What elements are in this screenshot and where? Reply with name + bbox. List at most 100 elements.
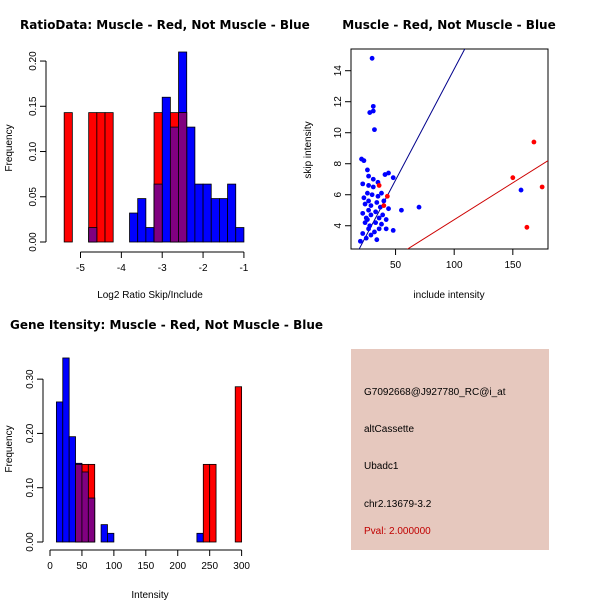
scatter-axes: 50 100 150 4 6 8 10 12 14 — [333, 65, 522, 271]
point-not-muscle — [375, 193, 381, 199]
fit-line — [358, 49, 466, 249]
bar-overlap — [153, 183, 163, 243]
point-not-muscle — [360, 181, 366, 187]
x-tick-label: 150 — [137, 561, 154, 572]
bar-not-muscle — [202, 183, 212, 243]
x-tick-label: 200 — [169, 561, 186, 572]
scatter-ylabel: skip intensity — [303, 121, 314, 178]
x-tick-label: -1 — [239, 263, 248, 274]
point-not-muscle — [386, 206, 391, 212]
point-not-muscle — [390, 175, 396, 181]
point-not-muscle — [370, 108, 376, 114]
point-not-muscle — [370, 103, 376, 109]
point-not-muscle — [368, 203, 374, 208]
intensity-histogram-xlabel: Intensity — [131, 590, 168, 600]
y-tick-label: 14 — [333, 65, 344, 77]
ratio-histogram-panel: RatioData: Muscle - Red, Not Muscle - Bl… — [4, 18, 310, 301]
y-tick-label: 0.05 — [28, 187, 39, 207]
point-not-muscle — [372, 229, 377, 235]
x-tick-label: 150 — [504, 260, 521, 271]
point-not-muscle — [373, 209, 379, 215]
ratio-histogram-title: RatioData: Muscle - Red, Not Muscle - Bl… — [20, 18, 310, 32]
bar-not-muscle — [68, 436, 76, 543]
point-not-muscle — [360, 210, 366, 216]
bar-muscle — [88, 112, 98, 243]
ratio-histogram-ylabel: Frequency — [4, 124, 15, 171]
point-not-muscle — [357, 238, 363, 244]
bar-not-muscle — [194, 183, 204, 243]
bar-overlap — [169, 126, 179, 243]
x-tick-label: 0 — [47, 561, 53, 572]
bar-not-muscle — [219, 198, 228, 243]
point-not-muscle — [374, 237, 380, 243]
bar-overlap — [178, 112, 188, 243]
point-not-muscle — [369, 192, 375, 198]
gene-symbol: Ubadc1 — [364, 461, 399, 472]
y-tick-label: 0.30 — [25, 369, 36, 389]
point-not-muscle — [399, 207, 404, 213]
bar-overlap — [88, 227, 98, 243]
point-not-muscle — [361, 195, 367, 201]
bar-overlap — [87, 497, 96, 543]
p-value: Pval: 2.000000 — [364, 526, 431, 537]
x-tick-label: 300 — [233, 561, 250, 572]
point-muscle — [510, 175, 516, 181]
ratio-histogram-bars — [63, 51, 245, 243]
bar-not-muscle — [186, 126, 196, 243]
point-not-muscle — [366, 198, 371, 204]
point-muscle — [384, 193, 390, 199]
intensity-histogram-bars — [55, 357, 243, 543]
x-tick-label: 250 — [201, 561, 218, 572]
point-muscle — [376, 183, 382, 188]
bar-muscle — [104, 112, 114, 243]
info-panel: G7092668@J927780_RC@i_at altCassette Uba… — [351, 349, 549, 550]
x-tick-label: 100 — [106, 561, 123, 572]
bar-not-muscle — [145, 227, 155, 243]
event-type: altCassette — [364, 424, 415, 435]
bar-not-muscle — [100, 524, 108, 543]
point-not-muscle — [390, 227, 396, 233]
point-not-muscle — [367, 223, 373, 229]
bar-overlap — [75, 463, 83, 543]
point-not-muscle — [379, 221, 384, 227]
bar-not-muscle — [62, 357, 70, 543]
intensity-histogram-axes: 0 50 100 150 200 250 300 0.00 0.10 0.20 0.30 — [25, 369, 250, 572]
point-not-muscle — [416, 204, 422, 210]
point-not-muscle — [360, 231, 366, 236]
bar-not-muscle — [161, 96, 171, 243]
point-muscle — [531, 139, 537, 145]
y-tick-label: 8 — [333, 161, 344, 167]
intensity-histogram-panel: Gene Itensity: Muscle - Red, Not Muscle … — [4, 318, 323, 600]
genomic-location: chr2.13679-3.2 — [364, 499, 432, 510]
scatter-panel: Muscle - Red, Not Muscle - Blue include … — [303, 18, 556, 301]
bar-muscle — [63, 112, 73, 243]
point-not-muscle — [369, 55, 375, 61]
bar-not-muscle — [137, 198, 147, 243]
y-tick-label: 10 — [333, 127, 344, 139]
y-tick-label: 12 — [333, 96, 344, 108]
point-muscle — [381, 203, 387, 208]
x-tick-label: 100 — [446, 260, 463, 271]
point-not-muscle — [372, 127, 377, 133]
probe-id: G7092668@J927780_RC@i_at — [364, 387, 506, 398]
point-not-muscle — [370, 176, 376, 182]
bar-muscle — [202, 463, 211, 543]
bar-muscle — [234, 386, 243, 543]
scatter-points — [357, 55, 545, 244]
point-not-muscle — [370, 184, 376, 190]
x-tick-label: -3 — [158, 263, 167, 274]
point-not-muscle — [379, 190, 384, 196]
x-tick-label: -5 — [76, 263, 85, 274]
point-not-muscle — [381, 198, 387, 204]
ratio-histogram-axes: -5 -4 -3 -2 -1 0.00 0.05 0.10 0.15 0.20 — [28, 51, 249, 274]
y-tick-label: 0.20 — [28, 51, 39, 71]
bar-not-muscle — [129, 212, 139, 243]
ratio-histogram-xlabel: Log2 Ratio Skip/Include — [97, 290, 203, 301]
point-not-muscle — [365, 217, 370, 222]
x-tick-label: -4 — [117, 263, 126, 274]
y-tick-label: 0.15 — [28, 96, 39, 116]
scatter-xlabel: include intensity — [413, 290, 484, 301]
point-not-muscle — [361, 158, 367, 164]
y-tick-label: 0.00 — [28, 232, 39, 252]
point-muscle — [539, 184, 545, 190]
